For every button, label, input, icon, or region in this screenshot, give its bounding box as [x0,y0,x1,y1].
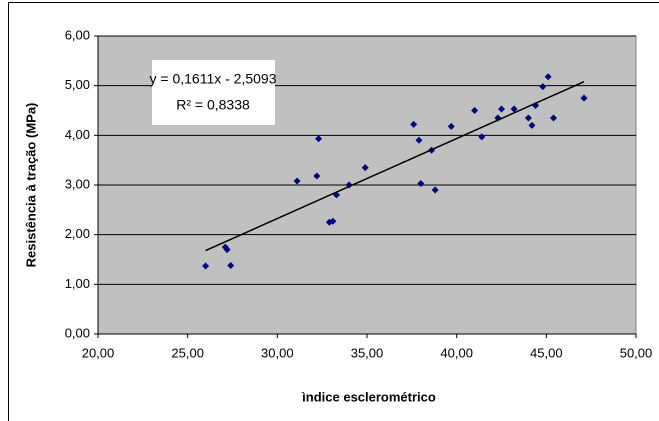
data-point [227,261,235,269]
data-point [202,262,210,270]
data-point [471,107,479,114]
data-point [431,186,439,194]
x-tick-label: 30,00 [261,345,294,360]
equation-box [152,60,275,125]
data-point [313,172,321,180]
data-point [550,114,558,122]
data-point [410,120,418,128]
y-tick-label: 1,00 [65,276,90,291]
data-point [315,135,323,143]
data-point [223,246,231,254]
data-point [498,105,505,113]
data-point [447,122,455,130]
y-tick-label: 3,00 [65,176,90,191]
x-tick-label: 40,00 [440,345,473,360]
y-tick-label: 6,00 [65,27,90,42]
data-point [510,105,518,113]
data-point [329,217,337,225]
equation: y = 0,1611x - 2,5093 [150,71,277,87]
data-point [539,83,547,91]
r-squared: R² = 0,8338 [176,97,250,113]
y-axis-title: Resistência à tração (MPa) [23,103,38,268]
data-point [361,164,369,172]
x-tick-label: 35,00 [351,345,384,360]
y-tick-label: 5,00 [65,77,90,92]
data-point [293,177,301,185]
x-tick-label: 50,00 [620,345,653,360]
y-tick-label: 2,00 [65,226,90,241]
data-point [524,114,532,122]
data-point [528,121,536,129]
y-tick-label: 4,00 [65,127,90,142]
data-point [580,94,588,102]
x-tick-label: 45,00 [530,345,563,360]
x-tick-label: 20,00 [82,345,115,360]
data-point [417,180,425,188]
trendline [205,81,585,252]
y-tick-label: 0,00 [65,325,90,340]
x-axis-title: ìndice esclerométrico [301,389,436,404]
x-tick-label: 25,00 [171,345,204,360]
data-point [415,136,423,144]
data-point [544,73,552,81]
data-point [478,133,486,141]
